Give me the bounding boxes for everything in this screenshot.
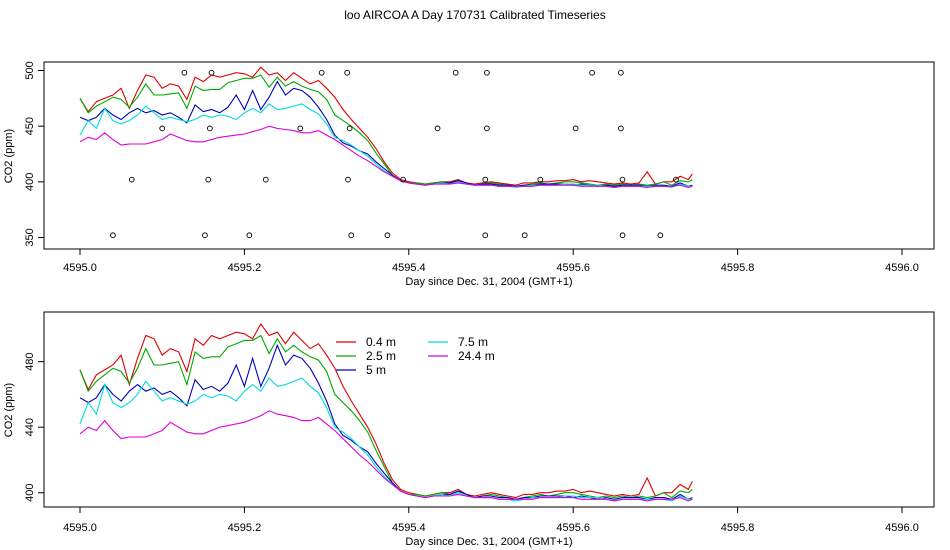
x-tick-label: 4595.6 xyxy=(556,262,590,274)
calibration-marker xyxy=(345,176,351,183)
legend-label: 0.4 m xyxy=(366,335,396,349)
series-line-24-4-m xyxy=(79,410,693,502)
calibration-marker xyxy=(348,232,355,239)
calibration-marker xyxy=(159,125,166,132)
legend-label: 24.4 m xyxy=(458,349,495,363)
calibration-marker xyxy=(618,125,624,132)
calibration-marker xyxy=(434,125,441,132)
series-line-5-m xyxy=(79,343,693,500)
x-tick-label: 4595.4 xyxy=(392,262,426,274)
series-line-2-5-m xyxy=(79,334,693,500)
calibration-marker xyxy=(484,69,490,76)
legend-label: 5 m xyxy=(366,363,386,377)
panel-bottom: CO2 (ppm) Day since Dec. 31, 2004 (GMT+1… xyxy=(3,311,935,548)
ylabel-top: CO2 (ppm) xyxy=(3,129,15,183)
y-tick-label: 500 xyxy=(24,61,36,79)
x-tick-label: 4596.0 xyxy=(885,262,919,274)
calibration-marker xyxy=(572,125,579,132)
series-line-7-5-m xyxy=(79,377,693,502)
calibration-marker xyxy=(618,69,624,76)
calibration-marker xyxy=(246,232,253,239)
series-line-0-4-m xyxy=(79,66,693,186)
plot-frame-top xyxy=(43,61,935,250)
legend-label: 7.5 m xyxy=(458,335,488,349)
calibration-marker xyxy=(482,232,489,239)
calibration-marker xyxy=(207,125,213,132)
calibration-marker xyxy=(452,69,459,76)
calibration-marker xyxy=(202,232,208,239)
x-tick-label: 4595.0 xyxy=(63,262,97,274)
calibration-marker xyxy=(318,69,325,76)
chart-title: loo AIRCOA A Day 170731 Calibrated Times… xyxy=(344,8,605,22)
calibration-marker xyxy=(619,176,626,183)
calibration-marker xyxy=(110,232,116,239)
calibration-marker xyxy=(657,232,664,239)
calibration-marker xyxy=(297,125,304,132)
legend-label: 2.5 m xyxy=(366,349,396,363)
calibration-marker xyxy=(400,176,406,183)
calibration-marker xyxy=(344,69,351,76)
calibration-marker xyxy=(181,69,188,76)
y-tick-label: 400 xyxy=(24,173,36,191)
calibration-marker xyxy=(484,125,490,132)
calibration-marker xyxy=(521,232,528,239)
calibration-marker xyxy=(128,176,135,183)
x-tick-label: 4595.2 xyxy=(228,522,262,534)
calibration-marker xyxy=(384,232,391,239)
ylabel-bottom: CO2 (ppm) xyxy=(3,383,15,437)
y-tick-label: 480 xyxy=(24,353,36,371)
plot-frame-bottom xyxy=(43,311,935,508)
calibration-marker xyxy=(262,176,269,183)
calibration-marker xyxy=(673,176,679,183)
x-tick-label: 4596.0 xyxy=(885,522,919,534)
calibration-marker xyxy=(205,176,212,183)
x-tick-label: 4595.2 xyxy=(228,262,262,274)
series-line-24-4-m xyxy=(79,125,693,188)
x-tick-label: 4595.0 xyxy=(63,522,97,534)
series-line-5-m xyxy=(79,80,693,187)
x-tick-label: 4595.8 xyxy=(721,522,755,534)
calibration-marker xyxy=(208,69,215,76)
y-tick-label: 440 xyxy=(24,418,36,436)
y-tick-label: 350 xyxy=(24,228,36,246)
calibration-marker xyxy=(537,176,544,183)
panel-top: CO2 (ppm) Day since Dec. 31, 2004 (GMT+1… xyxy=(3,61,935,288)
series-line-0-4-m xyxy=(79,322,693,499)
calibration-marker xyxy=(619,232,626,239)
series-line-7-5-m xyxy=(79,103,693,188)
y-tick-label: 450 xyxy=(24,117,36,135)
y-tick-label: 400 xyxy=(24,484,36,502)
xlabel-top: Day since Dec. 31, 2004 (GMT+1) xyxy=(405,276,572,288)
calibration-marker xyxy=(589,69,595,76)
x-tick-label: 4595.4 xyxy=(392,522,426,534)
xlabel-bottom: Day since Dec. 31, 2004 (GMT+1) xyxy=(405,536,572,548)
calibration-marker xyxy=(346,125,353,132)
x-tick-label: 4595.8 xyxy=(721,262,755,274)
calibration-marker xyxy=(482,176,489,183)
x-tick-label: 4595.6 xyxy=(556,522,590,534)
